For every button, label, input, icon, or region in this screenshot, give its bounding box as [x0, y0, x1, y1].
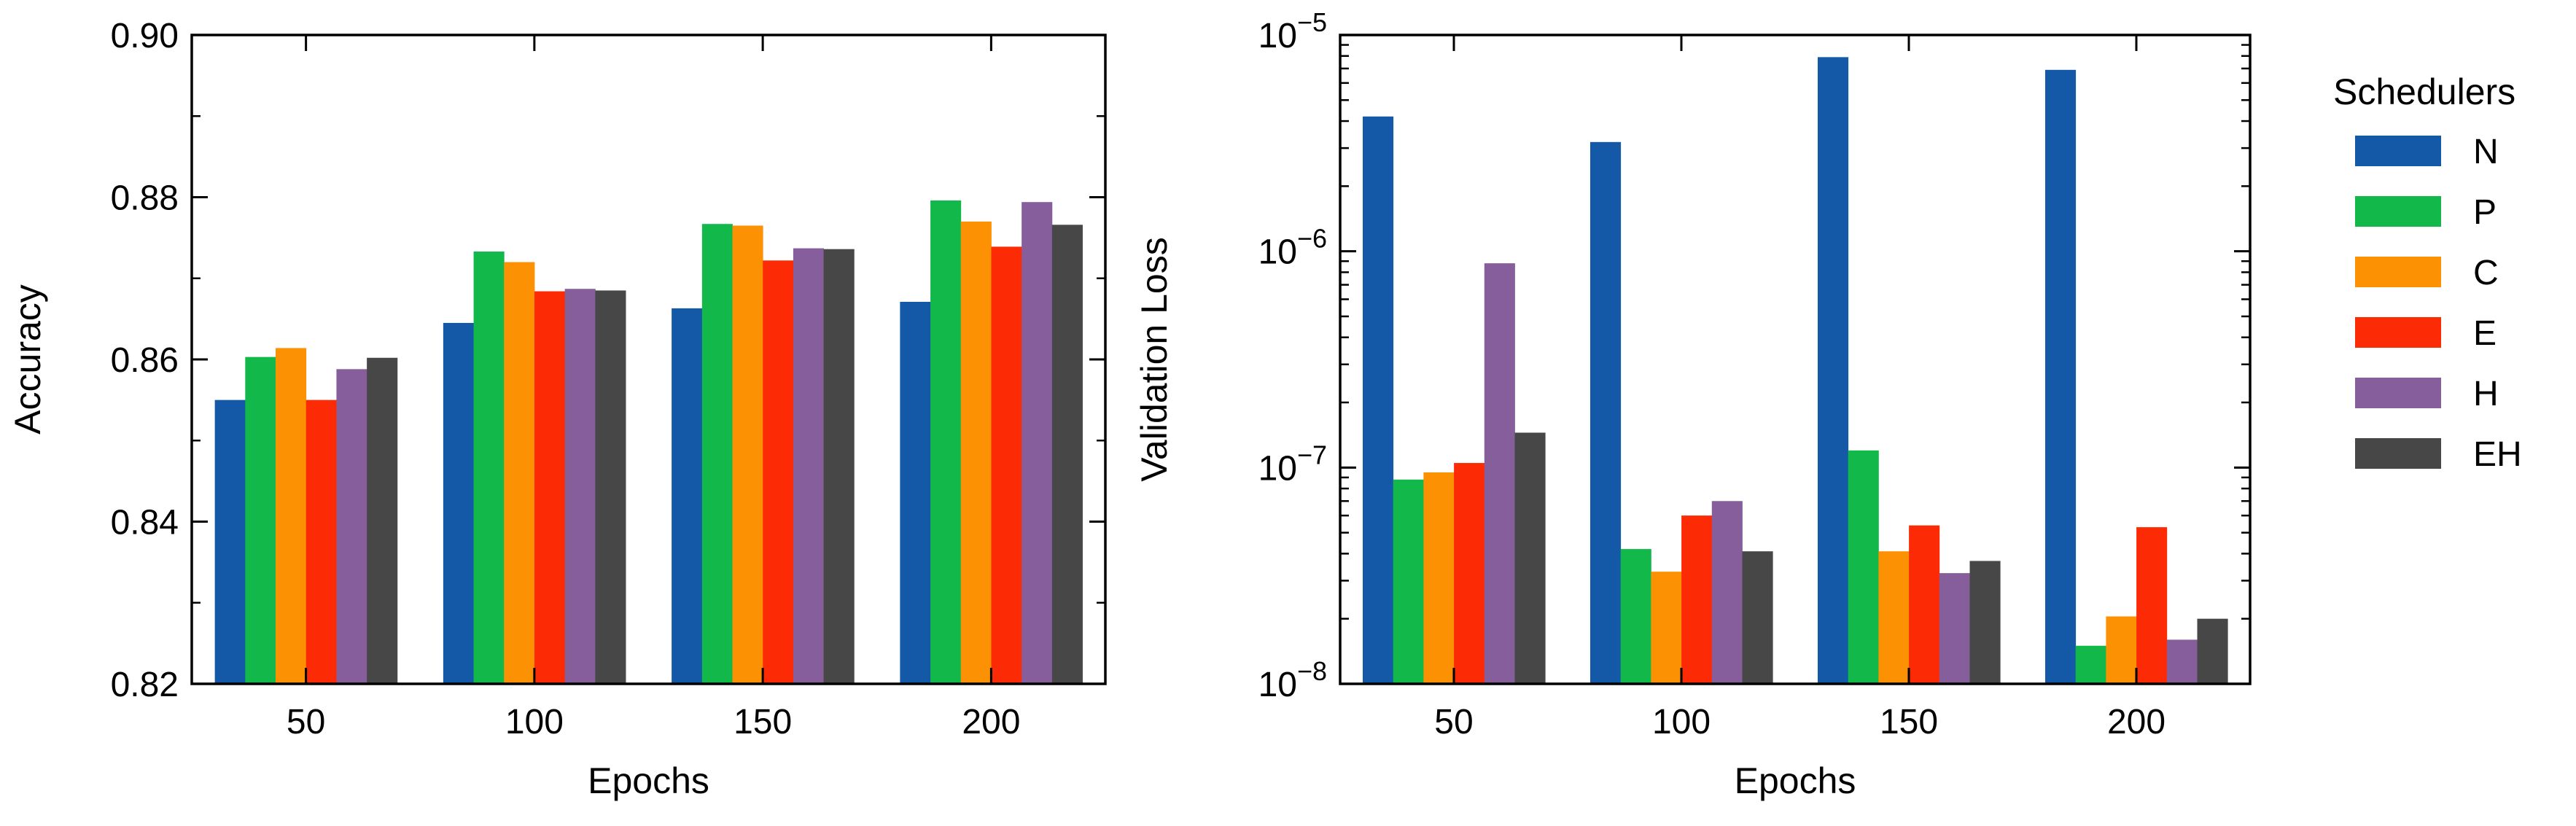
x-tick-label: 50 — [1434, 703, 1473, 741]
bar-h-100 — [564, 289, 596, 685]
legend-label-c: C — [2473, 254, 2499, 292]
legend-label-n: N — [2473, 133, 2499, 171]
x-tick-label: 150 — [734, 703, 792, 741]
bar-p-200 — [930, 200, 962, 684]
bar-e-200 — [991, 246, 1022, 684]
bar-h-50 — [1484, 263, 1515, 684]
x-tick-label: 50 — [287, 703, 325, 741]
y-tick-label: 0.86 — [111, 341, 179, 380]
bar-n-200 — [2045, 69, 2077, 684]
bar-p-50 — [245, 356, 276, 684]
y-tick-label: 0.82 — [111, 666, 179, 704]
bar-e-100 — [1681, 515, 1713, 684]
x-axis-title: Epochs — [1735, 760, 1856, 801]
bar-eh-150 — [823, 249, 855, 684]
legend-label-e: E — [2473, 314, 2497, 353]
bar-c-200 — [2106, 616, 2137, 684]
bar-e-50 — [306, 400, 337, 685]
legend-swatch-eh — [2355, 438, 2441, 469]
y-axis-title: Accuracy — [7, 284, 48, 435]
bar-eh-150 — [1969, 561, 2001, 684]
x-tick-label: 200 — [962, 703, 1020, 741]
bar-p-200 — [2075, 645, 2106, 684]
legend-swatch-h — [2355, 378, 2441, 408]
legend-swatch-e — [2355, 317, 2441, 348]
bar-eh-200 — [2197, 618, 2228, 684]
bar-c-100 — [504, 262, 535, 684]
bar-e-200 — [2136, 527, 2168, 684]
bar-p-150 — [701, 224, 733, 685]
x-tick-label: 100 — [1652, 703, 1711, 741]
legend-label-h: H — [2473, 375, 2499, 413]
x-axis-title: Epochs — [588, 760, 709, 801]
bar-n-50 — [214, 400, 246, 685]
y-tick-label: 0.90 — [111, 17, 179, 55]
bar-n-100 — [443, 322, 474, 684]
bar-n-150 — [1818, 57, 1849, 685]
bar-h-200 — [1022, 202, 1053, 684]
bar-n-150 — [672, 308, 703, 684]
bar-c-50 — [276, 348, 307, 684]
bar-eh-200 — [1051, 225, 1083, 684]
x-tick-label: 200 — [2107, 703, 2166, 741]
bar-p-50 — [1393, 479, 1424, 684]
bar-h-100 — [1711, 501, 1743, 684]
x-tick-label: 100 — [505, 703, 564, 741]
bar-c-100 — [1651, 572, 1682, 684]
bar-h-50 — [336, 369, 367, 684]
bar-h-150 — [793, 248, 825, 685]
bar-eh-50 — [1514, 432, 1546, 684]
bar-c-150 — [732, 225, 763, 684]
bar-p-150 — [1848, 450, 1879, 684]
bar-eh-50 — [367, 357, 398, 684]
bar-p-100 — [1620, 549, 1651, 684]
legend-label-eh: EH — [2473, 435, 2522, 474]
bar-c-150 — [1878, 551, 1910, 684]
y-tick-label: 10−8 — [1258, 656, 1327, 704]
bar-eh-100 — [1742, 551, 1773, 684]
bar-e-50 — [1454, 463, 1485, 684]
bar-h-200 — [2166, 639, 2198, 684]
legend-label-p: P — [2473, 193, 2497, 232]
y-tick-label: 10−7 — [1258, 440, 1327, 488]
y-tick-label: 0.88 — [111, 179, 179, 218]
y-tick-label: 10−5 — [1258, 7, 1327, 55]
accuracy-chart: 50 100 150 200 0.82 0.84 0.86 0.88 0.90 Epochs Acc… — [7, 17, 1107, 801]
legend-swatch-p — [2355, 196, 2441, 227]
bar-p-100 — [473, 252, 505, 684]
bar-n-100 — [1590, 141, 1622, 684]
bar-eh-100 — [595, 290, 626, 684]
bar-h-150 — [1939, 573, 1970, 684]
bar-n-200 — [900, 302, 931, 684]
legend-swatch-n — [2355, 136, 2441, 166]
plot-frame — [1339, 34, 2252, 685]
bar-n-50 — [1363, 116, 1394, 684]
y-axis-title: Validation Loss — [1134, 237, 1175, 481]
bar-c-50 — [1423, 472, 1455, 684]
legend-swatch-c — [2355, 257, 2441, 287]
y-tick-label: 0.84 — [111, 504, 179, 542]
legend-title: Schedulers — [2333, 71, 2515, 112]
bar-e-150 — [1909, 525, 1940, 684]
y-tick-label: 10−6 — [1258, 224, 1327, 272]
x-tick-label: 150 — [1880, 703, 1938, 741]
bar-e-100 — [534, 291, 566, 684]
bar-e-150 — [763, 260, 794, 684]
validation-loss-chart: 50 100 150 200 10−8 10−7 10−6 10−5 Epochs Validat… — [1134, 7, 2252, 801]
bar-c-200 — [960, 221, 992, 685]
